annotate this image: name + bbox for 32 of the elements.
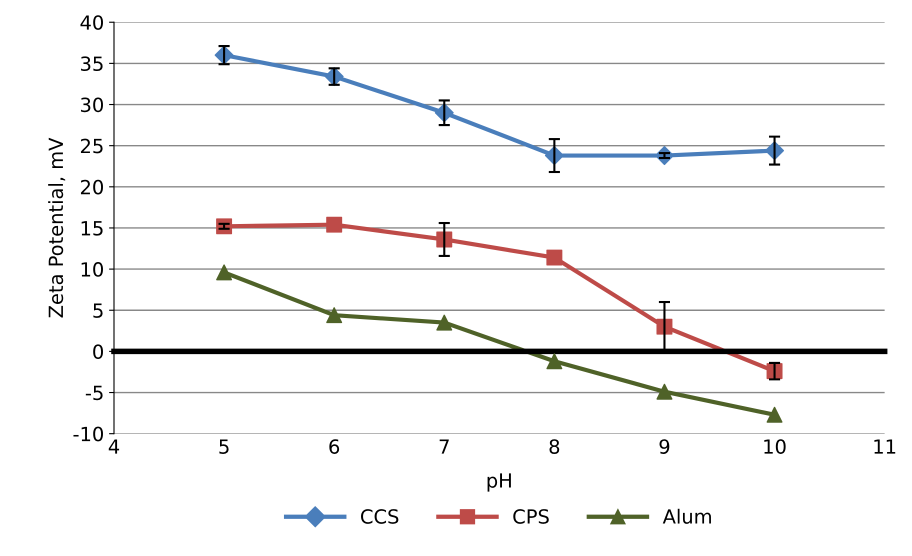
y-tick-label: 35 xyxy=(81,56,103,72)
point xyxy=(216,264,232,280)
x-tick-label: 7 xyxy=(440,439,449,454)
x-tick-label: 9 xyxy=(659,439,670,454)
x-tick-label: 5 xyxy=(219,439,229,454)
point xyxy=(436,314,452,331)
point xyxy=(326,216,342,233)
point xyxy=(766,406,783,423)
point xyxy=(546,250,562,266)
legend-label: Alum xyxy=(662,508,711,524)
y-tick-label: 10 xyxy=(82,262,103,277)
y-tick-label: 20 xyxy=(80,180,103,194)
x-tick-label: 8 xyxy=(550,439,560,454)
x-tick-label: 11 xyxy=(874,439,896,454)
y-tick-label: 30 xyxy=(81,97,103,112)
point xyxy=(326,307,342,324)
x-tick-label: 10 xyxy=(764,439,786,454)
y-tick-label: -10 xyxy=(73,426,103,442)
y-axis-title: Zeta Potential, mV xyxy=(48,138,66,318)
y-tick-label: 25 xyxy=(80,138,103,154)
point xyxy=(546,353,562,370)
x-tick-label: 4 xyxy=(108,439,120,454)
x-axis-title: pH xyxy=(488,473,511,492)
legend-label: CPS xyxy=(513,509,549,524)
y-tick-label: 40 xyxy=(80,15,103,30)
y-tick-label: -5 xyxy=(86,386,103,400)
y-tick-label: 15 xyxy=(82,221,103,236)
y-tick-label: 5 xyxy=(93,303,103,318)
y-tick-label: 0 xyxy=(93,344,103,360)
point xyxy=(656,384,672,400)
x-tick-label: 6 xyxy=(329,439,340,454)
legend-label: CCS xyxy=(361,509,398,524)
